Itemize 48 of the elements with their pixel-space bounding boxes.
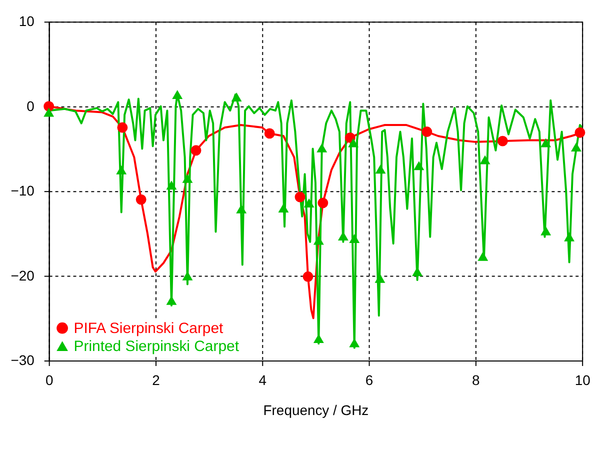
point bbox=[540, 226, 552, 236]
point bbox=[316, 143, 328, 152]
y-tick-label: −10 bbox=[10, 182, 35, 199]
point bbox=[172, 90, 183, 100]
point bbox=[422, 126, 432, 137]
point bbox=[540, 138, 552, 148]
point bbox=[564, 232, 574, 242]
point bbox=[294, 192, 306, 202]
point bbox=[414, 161, 424, 170]
point bbox=[574, 127, 586, 138]
point bbox=[236, 204, 247, 214]
legend-label: Printed Sierpinski Carpet bbox=[74, 338, 240, 356]
point bbox=[480, 155, 490, 164]
point bbox=[231, 92, 242, 102]
point bbox=[313, 236, 324, 245]
x-tick-label: 6 bbox=[365, 372, 374, 388]
x-tick-label: 8 bbox=[472, 372, 480, 388]
point bbox=[318, 198, 328, 208]
point bbox=[302, 271, 314, 282]
point bbox=[349, 234, 360, 244]
point bbox=[497, 136, 508, 146]
x-axis-title: Frequency / GHz bbox=[263, 402, 369, 418]
point bbox=[349, 338, 360, 348]
point bbox=[374, 274, 386, 283]
point bbox=[116, 165, 127, 174]
point bbox=[190, 145, 202, 156]
point bbox=[478, 252, 488, 261]
y-tick-label: −30 bbox=[10, 352, 35, 368]
x-tick-label: 4 bbox=[258, 372, 267, 388]
point bbox=[375, 164, 386, 174]
point bbox=[117, 122, 128, 133]
x-tick-label: 0 bbox=[45, 372, 54, 388]
point bbox=[44, 108, 54, 117]
x-tick-label: 2 bbox=[152, 372, 160, 388]
point bbox=[136, 194, 146, 205]
point bbox=[570, 142, 582, 152]
y-tick-label: 0 bbox=[26, 98, 35, 114]
y-tick-label: 10 bbox=[18, 13, 35, 30]
legend-label: PIFA Sierpinski Carpet bbox=[74, 320, 224, 338]
point bbox=[166, 180, 177, 190]
point bbox=[348, 138, 359, 148]
point bbox=[278, 203, 289, 213]
point bbox=[182, 174, 193, 183]
x-tick-label: 10 bbox=[574, 372, 591, 388]
point bbox=[264, 128, 275, 139]
point bbox=[44, 101, 54, 112]
point bbox=[304, 198, 314, 208]
y-tick-label: −20 bbox=[10, 267, 35, 284]
